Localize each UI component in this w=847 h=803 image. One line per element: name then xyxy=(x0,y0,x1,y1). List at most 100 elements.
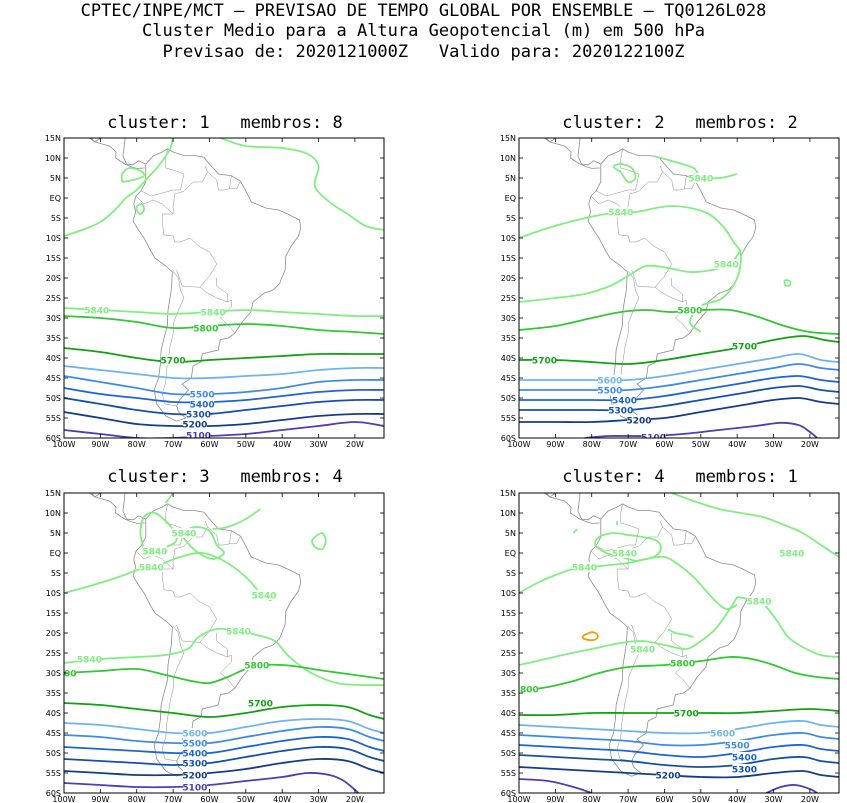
contour-label-bg xyxy=(248,698,273,708)
contour-label-5800: 5800 xyxy=(514,686,539,696)
lat-label: 10N xyxy=(500,509,516,518)
lat-label: 30S xyxy=(501,314,516,323)
lat-label: 10S xyxy=(46,234,61,243)
lat-label: 20S xyxy=(501,274,516,283)
contour-label-bg xyxy=(612,395,637,405)
contour-5200 xyxy=(64,758,384,777)
contour-label-bg xyxy=(139,562,164,572)
coastline xyxy=(546,493,601,521)
contour-label-5200: 5200 xyxy=(626,417,651,427)
lon-label: 40W xyxy=(728,795,746,803)
country-border xyxy=(161,271,185,407)
lat-label: 45S xyxy=(46,729,61,738)
contour-5400 xyxy=(64,736,384,755)
coastline xyxy=(91,138,146,166)
contour-5800 xyxy=(519,656,839,692)
lat-label: 15N xyxy=(45,489,61,498)
contour-label-bg xyxy=(182,782,207,792)
country-border xyxy=(654,642,691,689)
country-border xyxy=(140,148,185,197)
contour-5840 xyxy=(519,205,742,333)
map-panel-cluster-3: 5840584058405840584058405800580057005600… xyxy=(45,489,385,803)
map-panel-cluster-2: 5840 5840 5840 5800 5700 5700 5600550054005300… xyxy=(500,134,840,449)
contour-5200 xyxy=(64,411,384,428)
lat-label: 15S xyxy=(46,609,61,618)
lat-label: 55S xyxy=(501,769,516,778)
contour-5800 xyxy=(64,315,384,335)
contour-label-bg xyxy=(732,764,757,774)
lon-label: 50W xyxy=(237,440,255,449)
country-border xyxy=(671,278,683,302)
coastline xyxy=(91,493,146,521)
contour-5840 xyxy=(653,155,738,179)
lon-label: 50W xyxy=(237,795,255,803)
contour-5300 xyxy=(64,746,384,766)
lon-label: 100W xyxy=(52,795,75,803)
contour-label-5840: 5840 xyxy=(171,530,196,540)
lat-label: 35S xyxy=(501,334,516,343)
header-subtitle: Cluster Medio para a Altura Geopotencial… xyxy=(142,21,705,41)
contour-5840 xyxy=(612,163,637,184)
lat-label: EQ xyxy=(50,194,61,203)
country-border xyxy=(207,171,232,191)
contour-label-bg xyxy=(186,430,211,438)
contour-label-bg xyxy=(84,305,109,315)
lon-label: 30W xyxy=(764,440,782,449)
contour-label-5800: 5800 xyxy=(244,662,269,672)
contour-label-5840: 5840 xyxy=(612,550,637,560)
lat-label: 5S xyxy=(51,569,61,578)
lat-label: EQ xyxy=(505,549,516,558)
coastline xyxy=(132,148,302,422)
lat-label: 30S xyxy=(46,669,61,678)
contour-label-5300: 5300 xyxy=(732,766,757,776)
contour-label-5600: 5600 xyxy=(710,730,735,740)
lon-label: 60W xyxy=(200,440,218,449)
contour-label-5840: 5840 xyxy=(688,175,713,185)
lat-label: 40S xyxy=(501,709,516,718)
lat-label: 55S xyxy=(46,414,61,423)
lon-label: 80W xyxy=(583,795,601,803)
contour-label-bg xyxy=(226,626,251,636)
lat-label: 55S xyxy=(46,769,61,778)
contour-5840 xyxy=(139,511,178,550)
lat-label: 25S xyxy=(46,649,61,658)
lat-label: 25S xyxy=(46,294,61,303)
contour-label-5840: 5840 xyxy=(139,564,164,574)
lon-label: 70W xyxy=(164,795,182,803)
lon-label: 40W xyxy=(728,440,746,449)
contour-label-5840: 5840 xyxy=(779,550,804,560)
contour-label-bg xyxy=(597,375,622,385)
contour-label-5840: 5840 xyxy=(714,261,739,271)
country-border xyxy=(654,287,691,334)
country-border xyxy=(590,550,629,570)
contour-label-5300: 5300 xyxy=(182,760,207,770)
lat-label: 35S xyxy=(46,689,61,698)
country-border xyxy=(174,237,217,288)
contour-label-bg xyxy=(182,748,207,758)
contour-label-bg xyxy=(714,259,739,269)
contour-label-5840: 5840 xyxy=(142,548,167,558)
country-border xyxy=(684,536,696,545)
lat-label: 10S xyxy=(46,589,61,598)
contour-label-5840: 5840 xyxy=(572,564,597,574)
map-frame xyxy=(63,492,385,794)
contour-label-bg xyxy=(747,596,771,606)
contour-5300 xyxy=(519,754,839,768)
country-border xyxy=(199,287,236,334)
contour-5840 xyxy=(120,167,146,183)
contour-5840 xyxy=(519,596,738,666)
contour-5200 xyxy=(519,766,839,779)
map-frame xyxy=(518,137,840,439)
contour-5300 xyxy=(64,397,384,416)
panel-2-title: cluster: 2 membros: 2 xyxy=(562,113,798,133)
contour-5840 xyxy=(165,493,174,504)
contour-label-5840: 5840 xyxy=(201,309,226,319)
lat-label: 35S xyxy=(501,689,516,698)
contour-label-bg xyxy=(674,708,699,718)
contour-label-bg xyxy=(608,405,633,415)
contour-5840 xyxy=(64,551,272,602)
lat-label: 10S xyxy=(501,234,516,243)
country-border xyxy=(671,633,683,657)
